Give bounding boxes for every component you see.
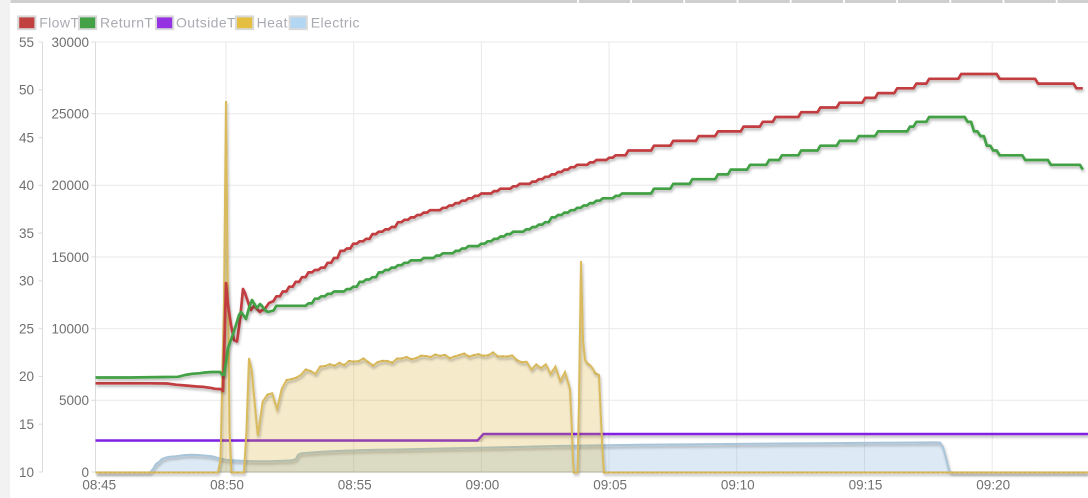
svg-text:ReturnT: ReturnT <box>100 15 153 31</box>
svg-text:20000: 20000 <box>51 178 89 193</box>
svg-text:50: 50 <box>19 83 34 98</box>
svg-text:40: 40 <box>19 178 34 193</box>
svg-text:Electric: Electric <box>311 15 360 31</box>
svg-text:35: 35 <box>19 226 34 241</box>
svg-text:08:50: 08:50 <box>210 478 244 493</box>
svg-text:08:45: 08:45 <box>82 478 116 493</box>
svg-text:5000: 5000 <box>59 393 89 408</box>
svg-text:09:20: 09:20 <box>976 478 1010 493</box>
svg-text:09:10: 09:10 <box>721 478 755 493</box>
svg-text:25: 25 <box>19 322 34 337</box>
svg-text:20: 20 <box>19 369 34 384</box>
svg-text:09:05: 09:05 <box>593 478 627 493</box>
svg-text:OutsideT: OutsideT <box>176 15 236 31</box>
svg-text:10000: 10000 <box>51 322 89 337</box>
svg-text:09:15: 09:15 <box>849 478 883 493</box>
svg-text:25000: 25000 <box>51 107 89 122</box>
svg-text:15: 15 <box>19 417 34 432</box>
svg-text:FlowT: FlowT <box>39 15 79 31</box>
svg-text:30000: 30000 <box>51 35 89 50</box>
svg-text:55: 55 <box>19 35 34 50</box>
svg-text:08:55: 08:55 <box>338 478 372 493</box>
svg-text:10: 10 <box>19 465 34 480</box>
svg-text:0: 0 <box>81 465 89 480</box>
svg-text:30: 30 <box>19 274 34 289</box>
svg-text:15000: 15000 <box>51 250 89 265</box>
svg-text:Heat: Heat <box>257 15 288 31</box>
svg-text:45: 45 <box>19 130 34 145</box>
svg-text:09:00: 09:00 <box>466 478 500 493</box>
